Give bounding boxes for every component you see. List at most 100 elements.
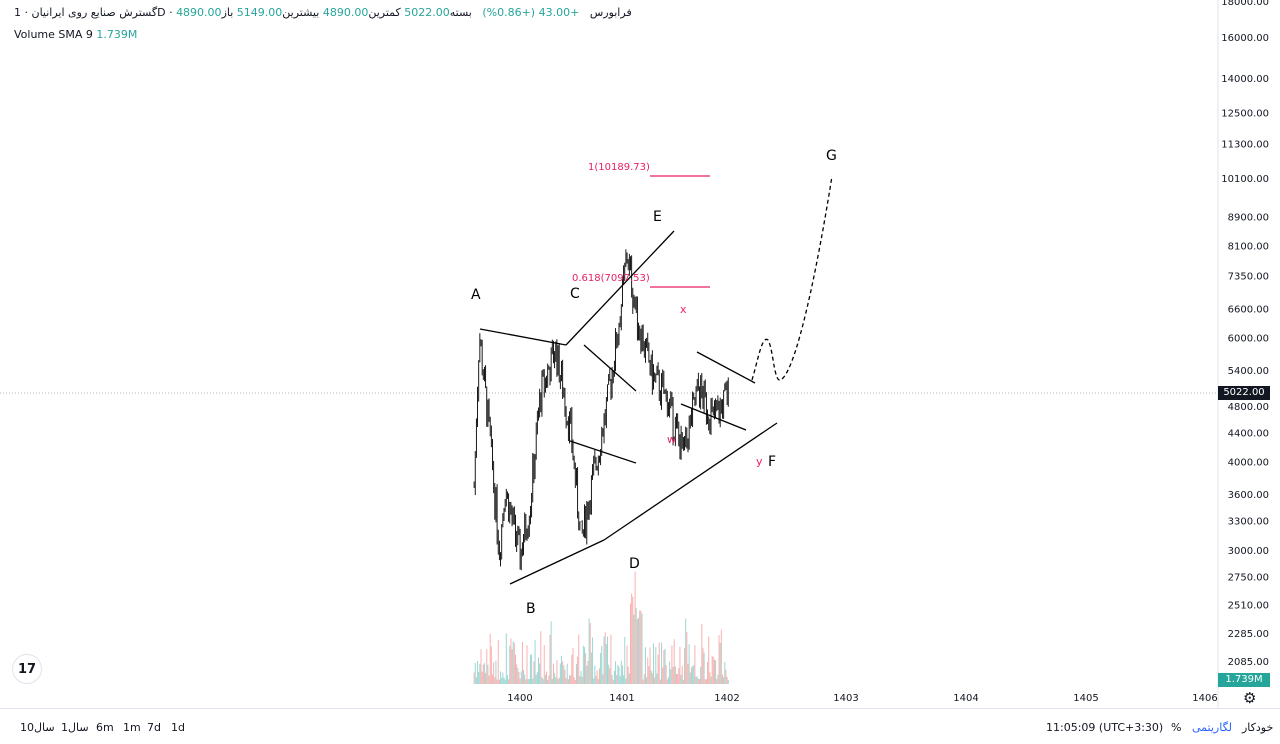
volume-bar bbox=[615, 661, 617, 684]
volume-bar bbox=[617, 664, 619, 684]
bottom-toolbar: 10سال 1سال 6m 1m 7d 1d 11:05:09 (UTC+3:3… bbox=[0, 708, 1280, 744]
volume-bar bbox=[628, 673, 630, 684]
volume-bar bbox=[503, 677, 505, 684]
volume-bar bbox=[593, 678, 595, 684]
time-tick-label: 1406 bbox=[1192, 693, 1217, 704]
volume-bar bbox=[669, 661, 671, 684]
volume-bar bbox=[520, 671, 522, 684]
volume-bar bbox=[640, 610, 642, 684]
sub-label-y: y bbox=[756, 455, 763, 468]
volume-bar bbox=[521, 641, 523, 684]
volume-bar bbox=[570, 675, 572, 684]
volume-bar bbox=[665, 665, 667, 684]
volume-bar bbox=[573, 677, 575, 684]
volume-bar bbox=[516, 664, 518, 684]
volume-bar bbox=[513, 643, 515, 684]
triangle-lower bbox=[680, 403, 747, 431]
range-1m[interactable]: 1m bbox=[123, 721, 141, 734]
volume-bar bbox=[711, 655, 713, 684]
volume-bar bbox=[526, 645, 528, 684]
volume-bar bbox=[478, 671, 480, 684]
price-series bbox=[473, 249, 729, 571]
volume-bar bbox=[582, 645, 584, 684]
symbol-legend: گسترش صنایع روی ایرانیان · 1D · فرابورس … bbox=[14, 6, 632, 19]
log-toggle[interactable]: لگاریتمی bbox=[1192, 721, 1232, 734]
projection-path bbox=[751, 175, 833, 381]
volume-bar bbox=[592, 637, 594, 684]
volume-bar bbox=[574, 679, 576, 684]
range-6m[interactable]: 6m bbox=[96, 721, 114, 734]
volume-bar bbox=[687, 663, 689, 684]
volume-bar bbox=[540, 631, 542, 684]
volume-bar bbox=[609, 668, 611, 684]
volume-bar bbox=[610, 634, 612, 684]
gear-icon[interactable]: ⚙ bbox=[1243, 689, 1256, 707]
sub-label-w: w bbox=[667, 433, 676, 446]
volume-bar bbox=[494, 677, 496, 684]
volume-bar bbox=[525, 679, 527, 684]
percent-toggle[interactable]: % bbox=[1171, 721, 1182, 734]
volume-label[interactable]: Volume SMA 9 bbox=[14, 28, 93, 41]
volume-bar bbox=[562, 661, 564, 684]
auto-toggle[interactable]: خودکار bbox=[1242, 721, 1274, 734]
volume-bar bbox=[672, 666, 674, 684]
volume-bar bbox=[719, 642, 721, 684]
drawing-lines[interactable] bbox=[479, 175, 833, 585]
range-1d[interactable]: 1d bbox=[171, 721, 185, 734]
price-axis[interactable]: 18000.00 16000.00 14000.00 12500.00 11300.00… bbox=[1221, 0, 1269, 668]
volume-bar bbox=[555, 677, 557, 684]
wave-labels: A B C D E F G bbox=[471, 148, 837, 617]
volume-bar bbox=[483, 663, 485, 684]
clock[interactable]: 11:05:09 (UTC+3:30) bbox=[1046, 721, 1164, 734]
legend-open: 4890.00 bbox=[176, 6, 222, 19]
volume-bar bbox=[633, 614, 635, 684]
volume-bar bbox=[518, 672, 520, 684]
price-tick-label: 3000.00 bbox=[1228, 546, 1269, 557]
volume-bar bbox=[685, 618, 687, 684]
tradingview-logo[interactable]: 17 bbox=[12, 654, 42, 684]
volume-bar bbox=[611, 675, 613, 684]
price-tick-label: 2750.00 bbox=[1228, 572, 1269, 583]
price-tick-label: 4800.00 bbox=[1228, 402, 1269, 413]
price-tick-label: 18000.00 bbox=[1221, 0, 1269, 8]
legend-symbol[interactable]: گسترش صنایع روی ایرانیان bbox=[31, 6, 158, 19]
range-1y[interactable]: 1سال bbox=[61, 721, 89, 734]
volume-bar bbox=[546, 671, 548, 684]
volume-bar bbox=[585, 653, 587, 684]
volume-bar bbox=[659, 679, 661, 684]
volume-bar bbox=[700, 666, 702, 684]
volume-bar bbox=[639, 610, 641, 684]
price-tick-label: 6000.00 bbox=[1228, 334, 1269, 345]
legend-open-label: باز bbox=[221, 6, 234, 19]
volume-bar bbox=[618, 666, 620, 684]
volume-bar bbox=[638, 617, 640, 684]
volume-bar bbox=[649, 647, 651, 684]
volume-bar bbox=[658, 642, 660, 684]
time-tick-label: 1401 bbox=[609, 693, 634, 704]
legend-high: 5149.00 bbox=[236, 6, 283, 19]
volume-bar bbox=[722, 674, 723, 684]
volume-bar bbox=[473, 672, 475, 684]
volume-bar bbox=[702, 647, 704, 684]
volume-bar bbox=[504, 679, 506, 684]
volume-bar bbox=[621, 665, 623, 684]
last-price-tag: 5022.00 bbox=[1218, 386, 1270, 400]
legend-interval[interactable]: 1D bbox=[14, 6, 166, 19]
range-10y[interactable]: 10سال bbox=[20, 721, 55, 734]
time-tick-label: 1403 bbox=[833, 693, 858, 704]
time-axis[interactable]: 1400 1401 1402 1403 1404 1405 1406 bbox=[507, 693, 1217, 704]
volume-bar bbox=[586, 665, 588, 684]
volume-bar bbox=[548, 675, 550, 684]
legend-low: 4890.00 bbox=[322, 6, 369, 19]
price-tick-label: 10100.00 bbox=[1221, 174, 1269, 185]
volume-bar bbox=[607, 636, 608, 684]
range-7d[interactable]: 7d bbox=[147, 721, 161, 734]
volume-bar bbox=[509, 645, 511, 684]
trend-line-d-f bbox=[603, 422, 778, 541]
legend-change: +43.00 (+0.86%) bbox=[482, 6, 580, 19]
chart-area[interactable]: 18000.00 16000.00 14000.00 12500.00 11300.00… bbox=[0, 0, 1280, 708]
volume-bar bbox=[627, 666, 629, 684]
volume-bar bbox=[539, 663, 541, 684]
trend-line-a-c bbox=[479, 328, 567, 346]
volume-bar bbox=[612, 679, 614, 684]
